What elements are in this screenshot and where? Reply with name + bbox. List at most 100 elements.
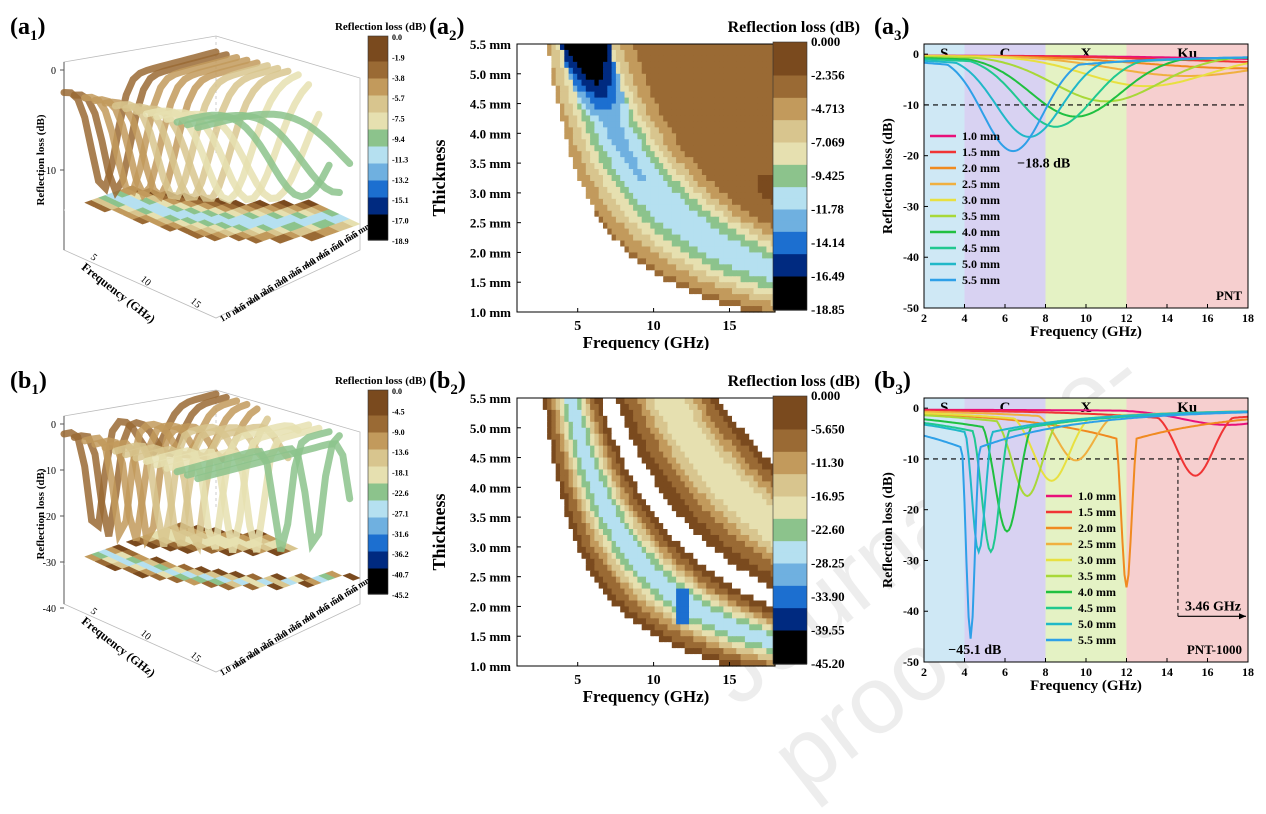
contour-cell	[543, 62, 548, 69]
colorbar-tick-label: -18.9	[392, 237, 409, 246]
contour-cell	[650, 92, 655, 99]
contour-cell	[556, 252, 561, 259]
contour-cell	[573, 270, 578, 277]
contour-cell	[569, 458, 574, 465]
contour-cell	[655, 264, 660, 271]
contour-cell	[676, 458, 681, 465]
contour-cell	[689, 217, 694, 224]
contour-cell	[672, 44, 677, 51]
contour-cell	[711, 44, 716, 51]
contour-cell	[577, 199, 582, 206]
contour-cell	[715, 276, 720, 283]
contour-cell	[646, 475, 651, 482]
contour-cell	[560, 252, 565, 259]
contour-cell	[560, 282, 565, 289]
contour-cell	[766, 110, 771, 117]
contour-cell	[749, 145, 754, 152]
contour-cell	[582, 252, 587, 259]
contour-cell	[582, 505, 587, 512]
contour-cell	[659, 529, 664, 536]
contour-cell	[680, 410, 685, 417]
contour-cell	[517, 264, 522, 271]
contour-cell	[732, 523, 737, 530]
contour-cell	[603, 270, 608, 277]
contour-cell	[693, 199, 698, 206]
contour-cell	[637, 217, 642, 224]
contour-cell	[711, 452, 716, 459]
contour-cell	[745, 499, 750, 506]
contour-cell	[582, 475, 587, 482]
contour-cell	[728, 499, 733, 506]
contour-cell	[534, 458, 539, 465]
contour-cell	[749, 487, 754, 494]
contour-cell	[547, 98, 552, 105]
contour-cell	[633, 487, 638, 494]
contour-cell	[539, 217, 544, 224]
contour-cell	[741, 205, 746, 212]
contour-cell	[723, 205, 728, 212]
contour-cell	[633, 294, 638, 301]
contour-cell	[706, 68, 711, 75]
contour-cell	[564, 145, 569, 152]
contour-cell	[715, 458, 720, 465]
contour-cell	[749, 193, 754, 200]
contour-cell	[620, 246, 625, 253]
contour-cell	[698, 452, 703, 459]
contour-cell	[582, 440, 587, 447]
contour-cell	[534, 127, 539, 134]
contour-cell	[702, 410, 707, 417]
contour-cell	[556, 416, 561, 423]
contour-cell	[633, 475, 638, 482]
contour-cell	[766, 44, 771, 51]
contour-cell	[582, 452, 587, 459]
contour-cell	[758, 458, 763, 465]
contour-cell	[762, 50, 767, 57]
contour-cell	[663, 50, 668, 57]
contour-cell	[711, 229, 716, 236]
contour-cell	[745, 422, 750, 429]
contour-cell	[629, 440, 634, 447]
contour-cell	[762, 187, 767, 194]
contour-cell	[685, 223, 690, 230]
contour-cell	[551, 92, 556, 99]
contour-cell	[521, 175, 526, 182]
contour-cell	[702, 300, 707, 307]
contour-cell	[711, 410, 716, 417]
contour-cell	[569, 163, 574, 170]
contour-cell	[736, 80, 741, 87]
contour-cell	[586, 440, 591, 447]
contour-cell	[603, 241, 608, 248]
contour-cell	[659, 74, 664, 81]
contour-cell	[625, 193, 630, 200]
contour-cell	[586, 193, 591, 200]
contour-cell	[607, 80, 612, 87]
contour-cell	[577, 452, 582, 459]
contour-cell	[728, 422, 733, 429]
contour-cell	[594, 300, 599, 307]
contour-cell	[646, 62, 651, 69]
contour-cell	[663, 92, 668, 99]
contour-cell	[663, 288, 668, 295]
contour-cell	[573, 110, 578, 117]
contour-cell	[594, 458, 599, 465]
contour-cell	[620, 62, 625, 69]
contour-cell	[732, 169, 737, 176]
contour-cell	[680, 193, 685, 200]
contour-cell	[745, 127, 750, 134]
contour-cell	[530, 133, 535, 140]
contour-cell	[711, 187, 716, 194]
contour-cell	[693, 110, 698, 117]
contour-cell	[659, 193, 664, 200]
contour-cell	[732, 241, 737, 248]
contour-cell	[655, 410, 660, 417]
contour-cell	[637, 422, 642, 429]
contour-cell	[754, 446, 759, 453]
contour-cell	[534, 92, 539, 99]
contour-cell	[616, 211, 621, 218]
contour-cell	[659, 458, 664, 465]
contour-cell	[577, 252, 582, 259]
contour-cell	[612, 80, 617, 87]
contour-cell	[539, 475, 544, 482]
contour-cell	[564, 440, 569, 447]
contour-cell	[728, 169, 733, 176]
